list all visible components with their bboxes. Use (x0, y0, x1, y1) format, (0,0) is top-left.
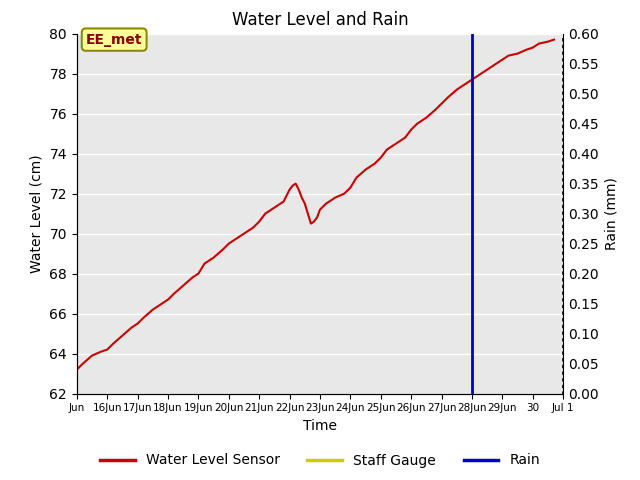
Title: Water Level and Rain: Water Level and Rain (232, 11, 408, 29)
X-axis label: Time: Time (303, 419, 337, 433)
Text: EE_met: EE_met (86, 33, 143, 47)
Y-axis label: Rain (mm): Rain (mm) (604, 177, 618, 250)
Y-axis label: Water Level (cm): Water Level (cm) (30, 154, 44, 273)
Legend: Water Level Sensor, Staff Gauge, Rain: Water Level Sensor, Staff Gauge, Rain (94, 448, 546, 473)
